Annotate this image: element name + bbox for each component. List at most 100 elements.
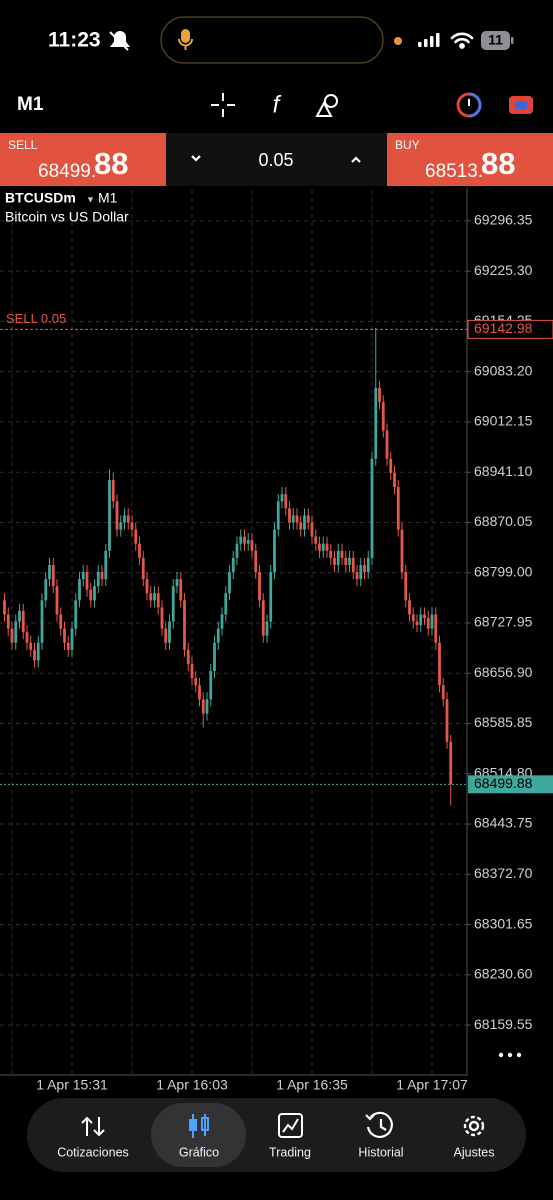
y-tick-label: 69296.35 [474, 212, 533, 228]
battery [481, 31, 510, 50]
candle-body [153, 593, 156, 601]
candle-body [389, 458, 393, 473]
candle-body [336, 550, 340, 565]
candle-body [261, 600, 265, 636]
y-tick-label: 68301.65 [474, 915, 533, 931]
wifi-icon [450, 32, 474, 49]
candle-body [104, 550, 108, 580]
battery-level: 11 [488, 32, 503, 48]
candle-body [164, 628, 168, 643]
candle-body [171, 586, 175, 622]
candle-body [243, 536, 246, 544]
candle-body [415, 621, 419, 626]
buy-label: BUY [395, 138, 420, 152]
candle-body [119, 522, 123, 530]
tab-label[interactable]: Trading [269, 1145, 311, 1159]
candle-body [321, 543, 325, 551]
indicators-button[interactable]: f [273, 91, 282, 118]
objects-button[interactable] [315, 94, 338, 117]
candle-body [329, 550, 333, 558]
candle-body [246, 540, 250, 544]
candle-body [145, 579, 149, 594]
candle-body [96, 572, 100, 587]
mic-icon [178, 29, 193, 50]
plot [3, 327, 453, 806]
volume-up[interactable] [351, 156, 361, 163]
candle-body [81, 572, 85, 580]
candle-body [66, 642, 70, 650]
y-tick-label: 69083.20 [474, 362, 533, 378]
candle-body [299, 522, 303, 530]
candle-body [160, 607, 164, 629]
candle-body [179, 579, 183, 601]
candle-body [216, 628, 220, 643]
candle-body [29, 642, 33, 650]
candle-body [156, 593, 160, 608]
candle-body [374, 388, 378, 459]
buy-price: 68513. [425, 161, 483, 182]
candle-body [205, 699, 209, 714]
volume-down[interactable] [191, 155, 201, 162]
candle-body [344, 557, 348, 565]
candle-body [269, 572, 273, 622]
timeframe-button[interactable]: M1 [17, 94, 44, 115]
tab-label[interactable]: Ajustes [454, 1145, 495, 1159]
candle-body [340, 550, 344, 558]
buy-button[interactable] [387, 133, 553, 186]
candle-body [89, 589, 93, 601]
y-tick-label: 68941.10 [474, 463, 533, 479]
candle-body [370, 458, 374, 558]
candle-body [213, 642, 216, 672]
candle-body [385, 430, 389, 459]
candle-body [258, 572, 261, 601]
y-tick-label: 68443.75 [474, 815, 533, 831]
sell-button[interactable] [0, 133, 166, 186]
candle-body [295, 515, 299, 523]
candle-body [445, 699, 449, 742]
y-tick-label: 68230.60 [474, 966, 533, 982]
tab-label[interactable]: Cotizaciones [57, 1145, 129, 1159]
candle-body [378, 388, 381, 403]
candle-body [126, 515, 130, 523]
candle-body [318, 543, 321, 551]
candle-body [419, 614, 423, 626]
candle-body [224, 593, 228, 615]
tab-label[interactable]: Gráfico [179, 1145, 219, 1159]
candle-body [168, 621, 171, 643]
candle-body [63, 628, 66, 643]
candle-body [426, 617, 430, 629]
candle-body [359, 564, 363, 580]
candle-body [59, 614, 63, 629]
candle-body [423, 614, 426, 618]
x-tick-label: 1 Apr 17:07 [396, 1077, 468, 1093]
candle-body [111, 480, 115, 502]
crosshair-button[interactable] [211, 93, 235, 117]
candle-body [434, 614, 438, 643]
tab-label[interactable]: Historial [358, 1145, 403, 1159]
candle-body [228, 572, 231, 594]
x-tick-label: 1 Apr 16:35 [276, 1077, 348, 1093]
active-tab [151, 1103, 246, 1167]
candle-body [85, 572, 89, 590]
bid-price: 68499.88 [474, 775, 533, 791]
history-icon [365, 1111, 393, 1138]
candle-body [351, 557, 355, 573]
candle-body [190, 663, 194, 679]
account-button[interactable] [456, 92, 482, 118]
candle-body [393, 472, 396, 488]
candle-body [276, 501, 280, 530]
trading-icon [278, 1113, 303, 1138]
candle-body [348, 557, 351, 565]
volume[interactable]: 0.05 [258, 150, 293, 170]
candle-body [134, 529, 138, 544]
symbol: BTCUSDm [5, 190, 76, 206]
candle-body [44, 579, 48, 601]
more-button[interactable] [498, 1052, 522, 1058]
candle-body [310, 522, 314, 537]
y-tick-label: 68585.85 [474, 714, 533, 730]
trade-mode-button[interactable] [509, 96, 533, 114]
candle-body [186, 649, 190, 664]
position-label: SELL 0.05 [6, 311, 66, 326]
y-tick-label: 69225.30 [474, 262, 533, 278]
candle-body [6, 614, 10, 629]
